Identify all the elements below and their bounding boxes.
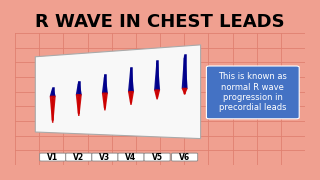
Text: V5: V5 [152, 153, 163, 162]
Polygon shape [182, 88, 187, 94]
Polygon shape [182, 55, 187, 88]
Polygon shape [76, 82, 81, 95]
Polygon shape [76, 95, 81, 116]
Text: V1: V1 [47, 153, 58, 162]
Polygon shape [103, 75, 107, 93]
FancyBboxPatch shape [118, 153, 144, 161]
FancyBboxPatch shape [206, 66, 299, 119]
Text: V4: V4 [125, 153, 137, 162]
Text: V2: V2 [73, 153, 84, 162]
FancyBboxPatch shape [40, 153, 66, 161]
Text: V3: V3 [99, 153, 110, 162]
FancyBboxPatch shape [92, 153, 118, 161]
Text: V6: V6 [179, 153, 190, 162]
Polygon shape [155, 61, 159, 90]
Polygon shape [50, 96, 55, 123]
Polygon shape [35, 45, 201, 139]
Polygon shape [155, 90, 159, 99]
FancyBboxPatch shape [144, 153, 170, 161]
Polygon shape [50, 88, 55, 96]
Polygon shape [103, 93, 107, 110]
FancyBboxPatch shape [66, 153, 92, 161]
Text: This is known as
normal R wave
progression in
precordial leads: This is known as normal R wave progressi… [218, 72, 287, 112]
Polygon shape [129, 68, 133, 92]
Text: R WAVE IN CHEST LEADS: R WAVE IN CHEST LEADS [35, 13, 285, 31]
FancyBboxPatch shape [172, 153, 198, 161]
Polygon shape [129, 92, 133, 105]
